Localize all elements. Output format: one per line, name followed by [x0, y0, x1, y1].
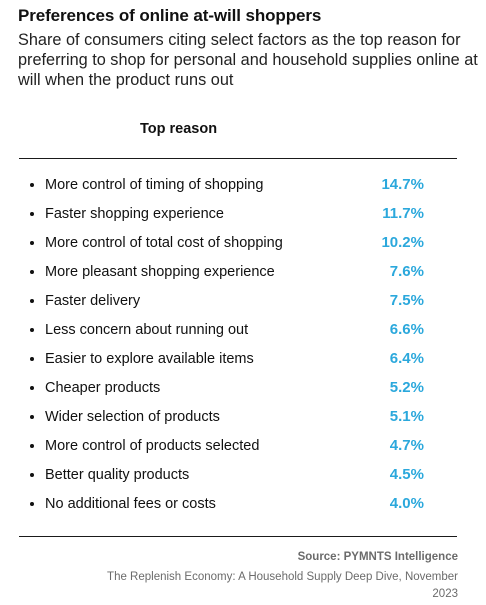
bottom-divider [19, 536, 457, 537]
citation-note: The Replenish Economy: A Household Suppl… [107, 571, 458, 600]
reason-row: More control of products selected 4.7% [0, 435, 486, 464]
reason-row: Wider selection of products 5.1% [0, 406, 486, 435]
reason-row: Easier to explore available items 6.4% [0, 348, 486, 377]
reason-label: More control of total cost of shopping [45, 235, 283, 251]
reason-value: 4.0% [389, 495, 424, 512]
reason-label: More pleasant shopping experience [45, 264, 275, 280]
reason-row: Better quality products 4.5% [0, 464, 486, 493]
reason-value: 11.7% [382, 205, 424, 222]
bullet-icon [30, 357, 34, 361]
reason-value: 14.7% [381, 176, 424, 193]
bullet-icon [30, 415, 34, 419]
bullet-icon [30, 328, 34, 332]
reason-row: No additional fees or costs 4.0% [0, 493, 486, 522]
bullet-icon [30, 212, 34, 216]
reason-row: More control of timing of shopping 14.7% [0, 174, 486, 203]
reason-row: Faster shopping experience 11.7% [0, 203, 486, 232]
reason-value: 7.6% [389, 263, 424, 280]
bullet-icon [30, 299, 34, 303]
chart-title: Preferences of online at-will shoppers [18, 6, 322, 25]
reason-label: Cheaper products [45, 380, 161, 396]
reason-label: More control of products selected [45, 438, 260, 454]
reason-value: 7.5% [389, 292, 424, 309]
reason-value: 4.7% [389, 437, 424, 454]
bullet-icon [30, 502, 34, 506]
reason-label: More control of timing of shopping [45, 177, 264, 193]
reason-label: Faster delivery [45, 293, 141, 309]
reason-row: Cheaper products 5.2% [0, 377, 486, 406]
reason-value: 4.5% [389, 466, 424, 483]
reason-label: Easier to explore available items [45, 351, 254, 367]
reason-value: 6.4% [389, 350, 424, 367]
reason-label: No additional fees or costs [45, 496, 216, 512]
reason-label: Wider selection of products [45, 409, 220, 425]
reason-row: Less concern about running out 6.6% [0, 319, 486, 348]
bullet-icon [30, 444, 34, 448]
reason-label: Faster shopping experience [45, 206, 224, 222]
reason-row: More control of total cost of shopping 10… [0, 232, 486, 261]
reason-value: 6.6% [389, 321, 424, 338]
reason-value: 5.2% [389, 379, 424, 396]
bullet-icon [30, 473, 34, 477]
reason-value: 10.2% [381, 234, 424, 251]
column-header: Top reason [140, 121, 218, 137]
bullet-icon [30, 183, 34, 187]
reason-value: 5.1% [389, 408, 424, 425]
reason-label: Better quality products [45, 467, 190, 483]
source-note: Source: PYMNTS Intelligence [297, 551, 458, 563]
bullet-icon [30, 241, 34, 245]
reason-list: More control of timing of shopping 14.7% F… [0, 174, 486, 522]
reason-row: Faster delivery 7.5% [0, 290, 486, 319]
top-divider [19, 158, 457, 159]
reason-label: Less concern about running out [45, 322, 249, 338]
bullet-icon [30, 386, 34, 390]
chart-subtitle: Share of consumers citing select factors… [18, 31, 478, 89]
reason-row: More pleasant shopping experience 7.6% [0, 261, 486, 290]
bullet-icon [30, 270, 34, 274]
